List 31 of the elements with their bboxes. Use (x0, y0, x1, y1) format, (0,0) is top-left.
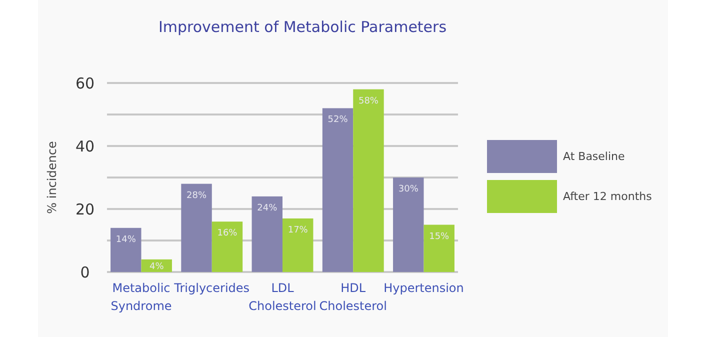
bar (393, 178, 424, 272)
bar (353, 89, 384, 272)
data-label: 17% (288, 225, 308, 236)
data-label: 28% (186, 190, 207, 201)
text: At Baseline (563, 150, 626, 163)
data-label: 58% (358, 96, 379, 106)
bar (181, 184, 212, 272)
bar (252, 196, 282, 272)
y-tick-label: 60 (75, 74, 95, 92)
bar (282, 218, 314, 272)
x-tick-label: Metabolic Syndrome (110, 281, 172, 313)
bar (212, 222, 243, 272)
data-label: 4% (149, 262, 164, 272)
bar (110, 228, 142, 272)
y-tick-label: 20 (75, 200, 95, 218)
data-label: 24% (257, 203, 278, 214)
x-tick-label: LDL Cholesterol (248, 281, 316, 313)
y-axis-title: % incidence (45, 141, 59, 214)
bar (424, 224, 454, 272)
data-label: 30% (398, 184, 419, 194)
y-tick-label: 40 (75, 137, 95, 156)
chart-title: Improvement of Metabolic Parameters (158, 18, 447, 36)
data-label: 15% (429, 232, 450, 242)
data-label: 16% (217, 228, 238, 239)
text: After 12 months (563, 190, 652, 203)
data-label: 52% (328, 115, 348, 126)
x-tick-label: Triglycerides (173, 281, 250, 295)
data-label: 14% (116, 234, 136, 245)
x-tick-label: Hypertension (384, 281, 464, 295)
y-tick-label: 0 (80, 263, 90, 282)
bar (322, 108, 354, 272)
